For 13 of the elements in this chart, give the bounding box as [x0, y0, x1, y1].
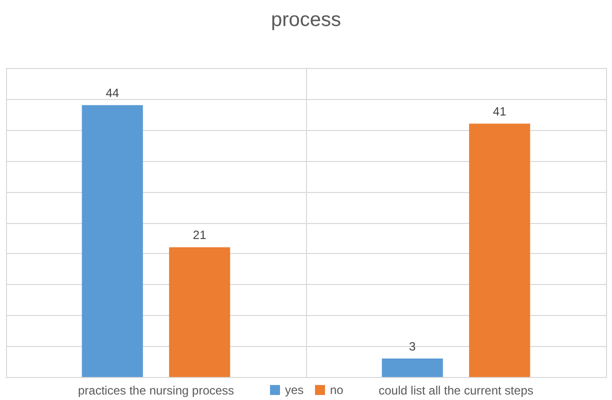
- data-label: 41: [492, 104, 507, 119]
- x-tick-label: practices the nursing process: [78, 384, 234, 398]
- data-label: 21: [192, 228, 207, 242]
- bar: [169, 247, 230, 377]
- bar: [469, 124, 530, 377]
- bar: [82, 105, 143, 377]
- data-label: 3: [409, 339, 416, 354]
- data-label: 44: [106, 86, 120, 100]
- x-tick-label: could list all the current steps: [378, 384, 534, 398]
- chart-title: process: [270, 9, 342, 31]
- legend-label: no: [330, 383, 344, 397]
- bar: [382, 358, 443, 377]
- legend-label: yes: [285, 383, 304, 397]
